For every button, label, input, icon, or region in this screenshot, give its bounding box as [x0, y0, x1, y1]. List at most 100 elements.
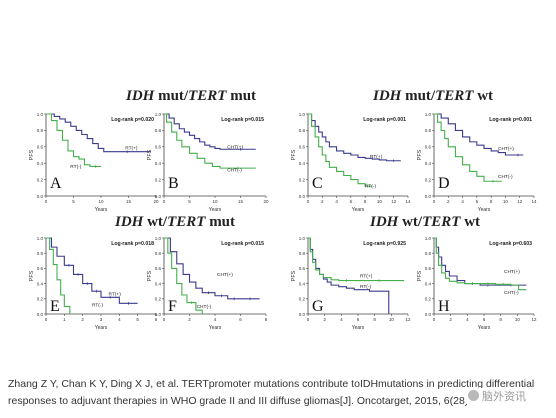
x-tick-label: 4: [340, 317, 343, 322]
y-tick-label: 0.4: [37, 161, 44, 166]
x-tick-label: 8: [364, 199, 367, 204]
y-tick-label: 0.4: [425, 161, 432, 166]
panel-letter: F: [168, 298, 177, 315]
series-label: CHT(-): [197, 304, 212, 310]
km-panel-e: 0.0 0.2 0.4 0.6 0.8 1.0 0 1 2 3 4 5 6 PFS Years Log-ran…: [29, 236, 158, 331]
y-axis-label: PFS: [147, 149, 153, 160]
x-tick-label: 15: [238, 199, 244, 204]
y-tick-label: 0.6: [155, 266, 162, 271]
km-curve-rt+-plus: [46, 113, 151, 153]
y-tick-label: 1.0: [299, 236, 306, 241]
y-tick-label: 0.4: [299, 161, 306, 166]
series-label: CHT(-): [504, 290, 519, 296]
x-axis-label: Years: [209, 207, 222, 213]
y-tick-label: 0.2: [299, 297, 306, 302]
x-tick-label: 10: [98, 199, 104, 204]
y-tick-label: 0.4: [155, 161, 162, 166]
x-tick-label: 8: [490, 199, 493, 204]
km-curve-rt--minus: [46, 113, 101, 168]
x-tick-label: 10: [503, 199, 509, 204]
x-tick-label: 0: [45, 317, 48, 322]
log-rank-annotation: Log-rank p=0.925: [363, 241, 406, 247]
y-tick-label: 0.0: [37, 194, 44, 199]
x-tick-label: 3: [100, 317, 103, 322]
x-tick-label: 6: [483, 317, 486, 322]
y-tick-label: 0.8: [37, 128, 44, 133]
log-rank-annotation: Log-rank p=0.015: [221, 241, 264, 247]
y-tick-label: 1.0: [425, 112, 432, 117]
y-tick-label: 0.0: [37, 312, 44, 317]
km-curve-cht--minus: [434, 113, 502, 182]
y-tick-label: 0.0: [425, 312, 432, 317]
y-tick-label: 0.8: [155, 251, 162, 256]
x-tick-label: 0: [163, 199, 166, 204]
x-tick-label: 10: [515, 317, 521, 322]
panel-letter: A: [50, 175, 62, 192]
series-label: CHT(+): [217, 272, 233, 278]
series-label: CHT(+): [227, 144, 243, 150]
x-tick-label: 8: [373, 317, 376, 322]
km-curve-rt--minus: [308, 237, 405, 282]
km-panel-a: 0.0 0.2 0.4 0.6 0.8 1.0 0 5 10 15 20 PFS Years Log-ra…: [29, 112, 159, 213]
x-tick-label: 0: [307, 199, 310, 204]
x-tick-label: 15: [126, 199, 132, 204]
x-tick-label: 6: [476, 199, 479, 204]
y-tick-label: 0.6: [425, 145, 432, 150]
y-tick-label: 0.2: [37, 297, 44, 302]
log-rank-annotation: Log-rank p=0.001: [489, 117, 532, 123]
x-tick-label: 20: [153, 199, 159, 204]
y-axis-label: PFS: [29, 270, 35, 281]
x-tick-label: 4: [466, 317, 469, 322]
x-axis-label: Years: [478, 325, 491, 331]
x-tick-label: 10: [377, 199, 383, 204]
x-tick-label: 6: [350, 199, 353, 204]
citation-caption: Zhang Z Y, Chan K Y, Ding X J, et al. TE…: [8, 378, 535, 407]
km-panel-f: 0.0 0.2 0.4 0.6 0.8 1.0 0 2 4 6 8 PFS Years Log-rank …: [147, 236, 268, 331]
series-label: RT(-): [360, 284, 372, 290]
series-label: CHT(+): [504, 269, 520, 275]
km-curve-rt--minus: [46, 237, 71, 314]
km-curve-cht+-plus: [434, 113, 524, 156]
km-panel-b: 0.0 0.2 0.4 0.6 0.8 1.0 0 5 10 15 20 PFS Years Log-ra…: [147, 112, 269, 213]
y-tick-label: 0.2: [155, 177, 162, 182]
x-tick-label: 0: [433, 317, 436, 322]
y-tick-label: 0.8: [425, 251, 432, 256]
x-tick-label: 2: [449, 317, 452, 322]
y-tick-label: 0.2: [425, 177, 432, 182]
x-tick-label: 8: [265, 317, 268, 322]
x-tick-label: 12: [391, 199, 397, 204]
chat-bubble-icon: [468, 390, 479, 401]
series-label: RT(+): [125, 146, 138, 152]
y-tick-label: 0.2: [37, 177, 44, 182]
km-curve-cht--minus: [164, 237, 203, 314]
x-tick-label: 5: [188, 199, 191, 204]
y-tick-label: 0.6: [299, 266, 306, 271]
x-axis-label: Years: [352, 207, 365, 213]
panel-letter: H: [438, 298, 450, 315]
km-curve-rt--minus: [308, 113, 373, 187]
y-tick-label: 0.4: [425, 281, 432, 286]
x-axis-label: Years: [209, 325, 222, 331]
series-label: RT(-): [365, 184, 377, 190]
log-rank-annotation: Log-rank p=0.020: [111, 117, 154, 123]
series-label: CHT(-): [498, 174, 513, 180]
y-tick-label: 0.4: [155, 281, 162, 286]
x-tick-label: 1: [63, 317, 66, 322]
km-panel-h: 0.0 0.2 0.4 0.6 0.8 1.0 0 2 4 6 8 10 12 PFS Years Log-r…: [417, 236, 537, 331]
km-curve-cht--minus: [434, 237, 527, 291]
y-tick-label: 0.4: [299, 281, 306, 286]
x-tick-label: 4: [214, 317, 217, 322]
y-tick-label: 0.8: [155, 128, 162, 133]
y-tick-label: 1.0: [37, 112, 44, 117]
y-tick-label: 0.8: [425, 128, 432, 133]
x-axis-label: Years: [95, 207, 108, 213]
x-tick-label: 6: [239, 317, 242, 322]
y-axis-label: PFS: [291, 270, 297, 281]
y-tick-label: 1.0: [425, 236, 432, 241]
km-curve-cht+-plus: [164, 237, 260, 300]
panel-letter: C: [312, 175, 323, 192]
group-title-idh-wt-tert-mut: IDH wt/TERT mut: [115, 214, 236, 230]
y-tick-label: 0.0: [299, 194, 306, 199]
series-label: RT(+): [370, 154, 383, 160]
x-axis-label: Years: [478, 207, 491, 213]
